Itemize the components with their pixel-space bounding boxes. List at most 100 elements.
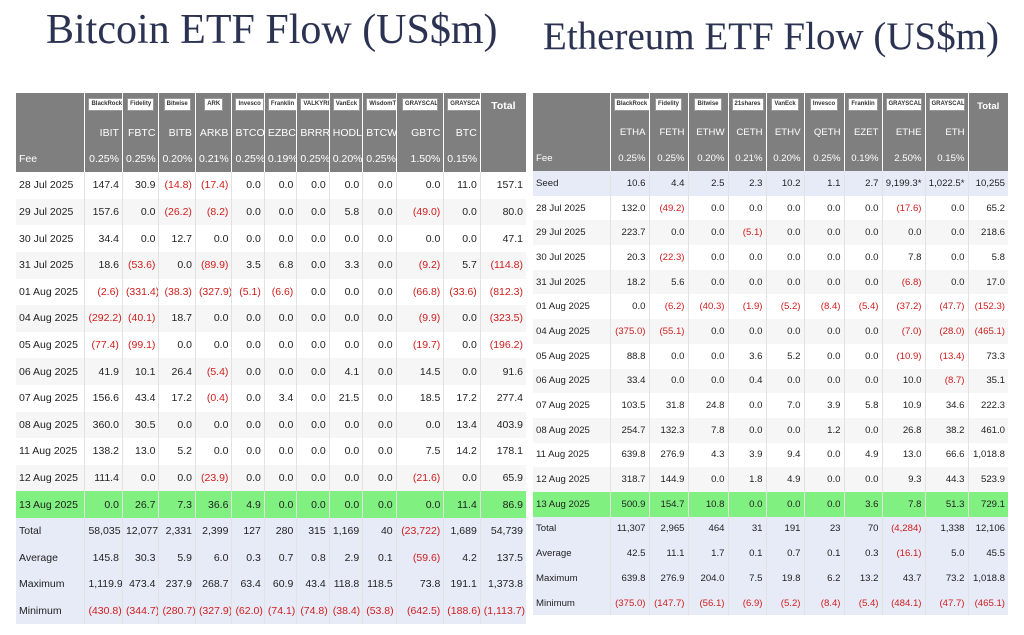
flow-value: 0.0 bbox=[296, 438, 330, 465]
flow-value: 0.0 bbox=[362, 438, 397, 465]
flow-value: 0.0 bbox=[727, 417, 766, 443]
summary-value: (53.8) bbox=[362, 597, 397, 625]
flow-value: (49.0) bbox=[395, 198, 444, 226]
flow-value: 0.0 bbox=[296, 464, 330, 492]
flow-value: 73.3 bbox=[967, 343, 1008, 369]
flow-value: 0.0 bbox=[231, 305, 265, 332]
daily-flow-row: 30 Jul 2025 20.3 (22.3) 0.0 0.0 0.0 0.0 0.0 7.8 0… bbox=[533, 245, 1008, 270]
ticker-header: QETH bbox=[803, 119, 844, 145]
summary-value: 118.5 bbox=[362, 571, 397, 598]
flow-value: 0.0 bbox=[443, 358, 481, 385]
issuer-logo: WisdomTree bbox=[366, 98, 397, 112]
issuer-logo-cell: VALKYRIE bbox=[296, 93, 330, 120]
issuer-logo-cell: GRAYSCALE bbox=[443, 93, 481, 120]
flow-value: 20.3 bbox=[609, 245, 649, 270]
flow-value: 0.0 bbox=[648, 220, 688, 246]
flow-value: 0.0 bbox=[443, 198, 481, 226]
flow-value: (7.0) bbox=[881, 319, 925, 344]
issuer-logo-cell: GRAYSCALE bbox=[924, 93, 968, 119]
total-header: Total bbox=[479, 93, 526, 120]
flow-value: 0.0 bbox=[362, 384, 397, 412]
flow-value: 156.6 bbox=[84, 384, 123, 412]
summary-value: (375.0) bbox=[609, 590, 649, 616]
flow-value: 0.0 bbox=[296, 331, 330, 359]
date-cell: 28 Jul 2025 bbox=[19, 179, 74, 192]
summary-value: 23 bbox=[803, 516, 844, 542]
flow-value: 0.0 bbox=[362, 251, 397, 279]
flow-value: 47.1 bbox=[479, 225, 526, 252]
flow-value: 7.8 bbox=[881, 491, 925, 517]
summary-value: 118.8 bbox=[328, 571, 363, 598]
seed-value: 2.3 bbox=[727, 171, 766, 196]
date-cell: 01 Aug 2025 bbox=[536, 301, 590, 313]
seed-value: 4.4 bbox=[648, 171, 688, 196]
flow-value: 0.0 bbox=[803, 467, 844, 492]
flow-value: 5.8 bbox=[967, 245, 1008, 270]
fee-value: 0.25% bbox=[84, 145, 123, 173]
daily-flow-row: 05 Aug 2025 (77.4) (99.1) 0.0 0.0 0.0 0.0 0.0 0.… bbox=[16, 331, 526, 359]
flow-value: (23.9) bbox=[194, 464, 232, 492]
flow-value: 0.0 bbox=[727, 245, 766, 270]
flow-value: 0.0 bbox=[843, 343, 882, 369]
issuer-logo: Bitwise bbox=[694, 98, 722, 111]
flow-value: 0.0 bbox=[296, 411, 330, 439]
issuer-logo-cell: Fidelity bbox=[648, 93, 688, 119]
flow-value: 10.1 bbox=[121, 358, 159, 385]
date-cell: 06 Aug 2025 bbox=[16, 358, 85, 385]
flow-value: 33.4 bbox=[609, 368, 649, 394]
flow-value: 0.0 bbox=[727, 491, 766, 517]
issuer-logo-cell: Franklin bbox=[843, 93, 882, 119]
flow-value: 0.0 bbox=[443, 225, 481, 252]
flow-value: 26.8 bbox=[881, 417, 925, 443]
summary-value: 1,018.8 bbox=[967, 566, 1008, 591]
flow-value: 0.0 bbox=[328, 464, 363, 492]
summary-value: 1,119.9 bbox=[84, 571, 123, 598]
flow-value: 0.0 bbox=[231, 464, 265, 492]
fee-value: 0.20% bbox=[328, 145, 363, 173]
summary-value: 54,739 bbox=[479, 517, 526, 545]
date-cell: 07 Aug 2025 bbox=[536, 400, 590, 412]
flow-value: 13.4 bbox=[443, 411, 481, 439]
corner-cell bbox=[16, 93, 85, 120]
seed-value: 10.6 bbox=[609, 171, 649, 196]
issuer-logo: VALKYRIE bbox=[300, 98, 330, 112]
flow-value: (6.8) bbox=[881, 269, 925, 295]
flow-value: 0.0 bbox=[362, 331, 397, 359]
flow-value: 0.0 bbox=[803, 269, 844, 295]
flow-value: 18.7 bbox=[158, 305, 196, 332]
flow-value: (5.4) bbox=[843, 294, 882, 320]
flow-value: 254.7 bbox=[609, 417, 649, 443]
flow-value: 7.0 bbox=[765, 393, 804, 418]
summary-value: (465.1) bbox=[967, 590, 1008, 616]
daily-flow-row: 11 Aug 2025 138.2 13.0 5.2 0.0 0.0 0.0 0.0 0.0 0.… bbox=[16, 438, 526, 465]
flow-value: 0.0 bbox=[843, 245, 882, 270]
daily-flow-row: 13 Aug 2025 500.9 154.7 10.8 0.0 0.0 0.0 3.6 7.8… bbox=[533, 491, 1008, 517]
flow-value: (14.8) bbox=[158, 172, 196, 199]
seed-value: 10.2 bbox=[765, 171, 804, 196]
issuer-logo-cell: Fidelity bbox=[121, 93, 159, 120]
fee-value: 1.50% bbox=[395, 145, 444, 173]
flow-value: 222.3 bbox=[967, 393, 1008, 418]
flow-value: 0.0 bbox=[803, 195, 844, 221]
summary-row: Total 58,035 12,077 2,331 2,399 127 280 315 1,16… bbox=[16, 517, 526, 545]
summary-label: Average bbox=[16, 544, 85, 572]
flow-value: 13.0 bbox=[121, 438, 159, 465]
flow-value: (6.6) bbox=[263, 278, 297, 306]
flow-value: 5.6 bbox=[648, 269, 688, 295]
date-cell: 11 Aug 2025 bbox=[19, 445, 78, 458]
summary-value: (59.6) bbox=[395, 544, 444, 572]
issuer-logo: Franklin bbox=[848, 98, 878, 111]
ticker-header: EZBC bbox=[263, 119, 297, 146]
flow-value: (375.0) bbox=[609, 319, 649, 344]
summary-value: 45.5 bbox=[967, 541, 1008, 566]
summary-value: 2.9 bbox=[328, 544, 363, 572]
seed-value: 1,022.5* bbox=[924, 171, 968, 196]
summary-value: 0.7 bbox=[765, 541, 804, 566]
issuer-logo-cell: GRAYSCALE bbox=[881, 93, 925, 119]
flow-value: (47.7) bbox=[924, 294, 968, 320]
flow-value: (9.2) bbox=[395, 251, 444, 279]
issuer-logo-cell: WisdomTree bbox=[362, 93, 397, 120]
flow-value: 17.2 bbox=[443, 384, 481, 412]
summary-label: Minimum bbox=[533, 590, 610, 616]
ticker-header: IBIT bbox=[84, 119, 123, 146]
